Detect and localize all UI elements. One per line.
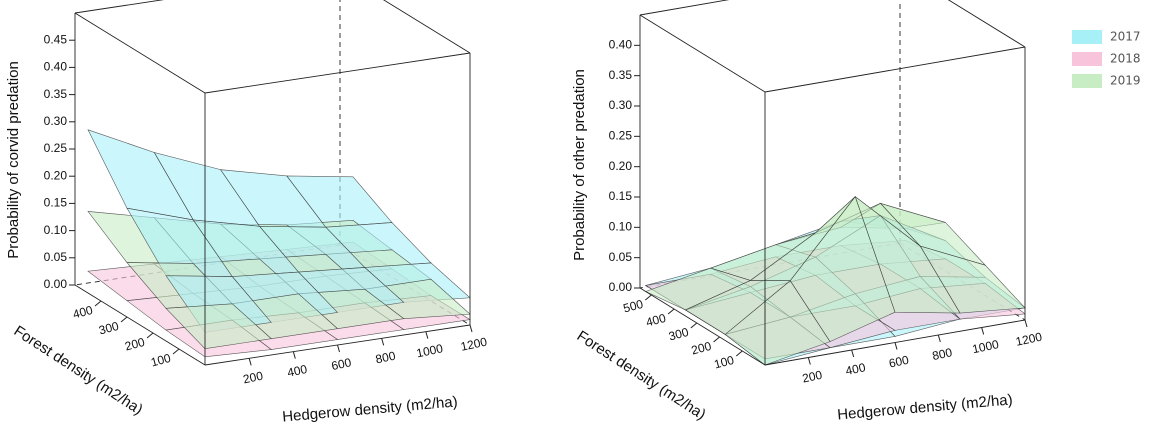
legend-label: 2018: [1110, 52, 1141, 66]
legend-swatch: [1072, 52, 1102, 66]
z-tick-label: 0.45: [44, 32, 68, 46]
y-tick: [735, 350, 743, 357]
y-tick: [645, 294, 652, 301]
y-tick-label: 500: [622, 297, 645, 316]
box-edge: [74, 284, 206, 366]
box-edge: [639, 0, 730, 16]
z-tick-label: 0.00: [609, 280, 633, 294]
x-tick: [248, 358, 252, 366]
z-tick-label: 0.15: [609, 189, 633, 203]
y-tick: [713, 336, 720, 343]
legend-label: 2019: [1110, 74, 1141, 88]
z-tick-label: 0.00: [44, 277, 68, 291]
y-tick: [120, 316, 128, 323]
z-tick-label: 0.30: [44, 114, 68, 128]
x-tick-label: 1200: [1014, 330, 1043, 349]
x-tick-label: 400: [286, 362, 309, 380]
y-tick-label: 200: [690, 339, 713, 358]
y-tick: [667, 308, 675, 315]
y-tick: [94, 300, 102, 307]
x-tick-label: 600: [330, 355, 353, 373]
box-edge: [947, 0, 1026, 48]
surface-cell: [724, 280, 831, 366]
z-tick-label: 0.20: [609, 159, 633, 173]
x-tick: [851, 349, 855, 358]
x-tick: [981, 327, 985, 335]
x-axis-label: Hedgerow density (m2/ha): [282, 393, 459, 425]
z-tick-label: 0.40: [609, 38, 633, 52]
y-tick-label: 300: [667, 325, 690, 344]
y-axis-label: Forest density (m2/ha): [11, 322, 146, 418]
y-tick-label: 100: [713, 353, 736, 372]
surface-cell: [165, 303, 272, 349]
z-tick-label: 0.15: [44, 196, 68, 210]
x-tick-label: 200: [242, 369, 265, 387]
x-tick: [425, 331, 429, 339]
x-tick: [292, 351, 296, 359]
x-tick-label: 1200: [459, 335, 488, 354]
z-axis-label: Probability of corvid predation: [5, 61, 22, 259]
z-tick-label: 0.10: [44, 223, 68, 237]
box-edge: [639, 14, 766, 93]
box-edge: [639, 287, 766, 366]
z-tick-label: 0.05: [44, 250, 68, 264]
y-tick: [172, 348, 180, 355]
y-tick-label: 100: [149, 351, 172, 370]
x-tick: [337, 344, 340, 353]
y-tick-label: 400: [644, 311, 667, 330]
x-tick-label: 400: [844, 360, 867, 378]
z-tick-label: 0.25: [44, 141, 68, 155]
y-tick: [690, 322, 698, 329]
x-tick-label: 800: [374, 349, 397, 367]
x-tick: [1024, 319, 1028, 328]
x-tick-label: 1000: [971, 337, 1000, 356]
legend-swatch: [1072, 74, 1102, 88]
box-edge: [764, 46, 1026, 93]
z-tick-label: 0.35: [44, 87, 68, 101]
x-tick-label: 1000: [415, 341, 444, 360]
z-tick-label: 0.30: [609, 98, 633, 112]
x-tick: [381, 338, 385, 346]
y-tick-label: 300: [97, 319, 120, 338]
x-tick-label: 800: [931, 345, 954, 363]
z-tick-label: 0.05: [609, 250, 633, 264]
x-tick-label: 200: [801, 368, 824, 386]
x-tick: [937, 334, 941, 343]
x-tick: [469, 324, 473, 333]
z-tick-label: 0.25: [609, 129, 633, 143]
box-edge: [204, 52, 471, 94]
z-tick-label: 0.20: [44, 168, 68, 182]
y-tick-label: 200: [123, 335, 146, 354]
z-axis-label: Probability of other predation: [571, 69, 588, 261]
box-edge: [74, 0, 165, 14]
x-tick-label: 600: [888, 353, 911, 371]
legend-swatch: [1072, 30, 1102, 44]
z-tick-label: 0.40: [44, 60, 68, 74]
x-axis-label: Hedgerow density (m2/ha): [837, 391, 1014, 423]
legend-label: 2017: [1110, 30, 1141, 44]
y-tick: [146, 332, 154, 339]
box-edge: [383, 0, 471, 54]
x-tick: [894, 342, 898, 350]
box-edge: [74, 12, 206, 94]
z-tick-label: 0.10: [609, 220, 633, 234]
y-tick-label: 400: [71, 303, 94, 322]
x-tick: [807, 357, 811, 365]
z-tick-label: 0.35: [609, 68, 633, 82]
y-axis-label: Forest density (m2/ha): [574, 327, 709, 423]
